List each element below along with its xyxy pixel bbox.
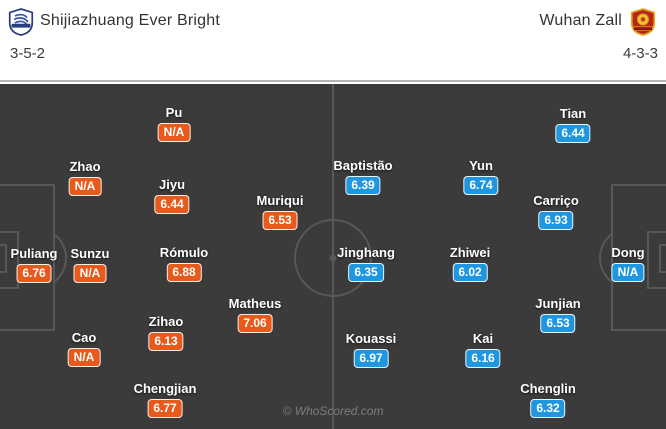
player-marker[interactable]: Zhao N/A (68, 159, 102, 196)
player-rating-badge: 6.02 (452, 263, 488, 282)
player-rating-badge: 6.97 (353, 349, 389, 368)
player-name[interactable]: Zhiwei (449, 245, 491, 260)
player-marker[interactable]: Zihao 6.13 (148, 314, 184, 351)
header: Shijiazhuang Ever Bright 3-5-2 Wuhan Zal… (0, 0, 666, 82)
watermark: © WhoScored.com (282, 404, 384, 418)
player-rating-badge: N/A (611, 263, 645, 282)
player-marker[interactable]: Kai 6.16 (465, 331, 501, 368)
pitch: © WhoScored.com Pu N/A Zhao N/A Jiyu 6.4… (0, 84, 666, 429)
player-marker[interactable]: Kouassi 6.97 (345, 331, 397, 368)
player-marker[interactable]: Dong N/A (611, 245, 645, 282)
player-marker[interactable]: Muriqui 6.53 (256, 193, 304, 230)
player-name[interactable]: Kai (472, 331, 494, 346)
player-name[interactable]: Pu (165, 105, 183, 120)
player-marker[interactable]: Cao N/A (67, 330, 101, 367)
player-marker[interactable]: Junjian 6.53 (535, 296, 581, 333)
player-name[interactable]: Matheus (228, 296, 282, 311)
player-marker[interactable]: Jiyu 6.44 (154, 177, 190, 214)
player-rating-badge: N/A (73, 264, 107, 283)
player-rating-badge: 6.76 (16, 264, 52, 283)
player-marker[interactable]: Jinghang 6.35 (337, 245, 395, 282)
player-name[interactable]: Cao (71, 330, 97, 345)
player-rating-badge: 6.35 (348, 263, 384, 282)
player-rating-badge: 6.44 (154, 195, 190, 214)
away-team-name[interactable]: Wuhan Zall (539, 12, 622, 29)
player-name[interactable]: Dong (611, 245, 645, 260)
player-marker[interactable]: Chenglin 6.32 (520, 381, 576, 418)
player-name[interactable]: Rómulo (159, 245, 209, 260)
player-name[interactable]: Yun (469, 158, 493, 173)
player-name[interactable]: Zihao (148, 314, 184, 329)
home-team-name[interactable]: Shijiazhuang Ever Bright (40, 12, 221, 29)
player-rating-badge: 6.53 (262, 211, 298, 230)
player-rating-badge: 6.44 (555, 124, 591, 143)
player-rating-badge: N/A (68, 177, 102, 196)
player-marker[interactable]: Sunzu N/A (71, 246, 110, 283)
player-rating-badge: 6.13 (148, 332, 184, 351)
player-name[interactable]: Puliang (10, 246, 58, 261)
away-formation: 4-3-3 (622, 45, 658, 62)
player-name[interactable]: Muriqui (256, 193, 304, 208)
player-name[interactable]: Jiyu (158, 177, 186, 192)
player-rating-badge: 6.77 (147, 399, 183, 418)
player-name[interactable]: Junjian (535, 296, 581, 311)
player-marker[interactable]: Tian 6.44 (555, 106, 591, 143)
home-formation: 3-5-2 (10, 45, 46, 62)
player-rating-badge: 6.93 (538, 211, 574, 230)
pitch-markings (0, 84, 666, 429)
player-name[interactable]: Sunzu (70, 246, 110, 261)
home-team-crest-icon (8, 8, 34, 36)
player-rating-badge: 7.06 (237, 314, 273, 333)
player-rating-badge: 6.16 (465, 349, 501, 368)
player-name[interactable]: Chengjian (133, 381, 197, 396)
player-name[interactable]: Jinghang (337, 245, 395, 260)
player-rating-badge: 6.74 (463, 176, 499, 195)
player-marker[interactable]: Pu N/A (157, 105, 191, 142)
player-name[interactable]: Carriço (533, 193, 579, 208)
away-team-crest-icon (630, 8, 656, 36)
player-name[interactable]: Baptistão (333, 158, 393, 173)
player-rating-badge: 6.53 (540, 314, 576, 333)
player-name[interactable]: Zhao (69, 159, 101, 174)
player-rating-badge: N/A (67, 348, 101, 367)
player-marker[interactable]: Chengjian 6.77 (133, 381, 197, 418)
player-rating-badge: 6.39 (345, 176, 381, 195)
player-name[interactable]: Chenglin (520, 381, 576, 396)
player-name[interactable]: Tian (559, 106, 587, 121)
player-rating-badge: 6.32 (530, 399, 566, 418)
player-marker[interactable]: Rómulo 6.88 (160, 245, 208, 282)
player-marker[interactable]: Matheus 7.06 (228, 296, 282, 333)
player-marker[interactable]: Puliang 6.76 (10, 246, 58, 283)
player-marker[interactable]: Carriço 6.93 (533, 193, 579, 230)
player-marker[interactable]: Yun 6.74 (463, 158, 499, 195)
player-name[interactable]: Kouassi (345, 331, 397, 346)
player-rating-badge: 6.88 (166, 263, 202, 282)
player-rating-badge: N/A (157, 123, 191, 142)
player-marker[interactable]: Zhiwei 6.02 (450, 245, 490, 282)
player-marker[interactable]: Baptistão 6.39 (333, 158, 393, 195)
